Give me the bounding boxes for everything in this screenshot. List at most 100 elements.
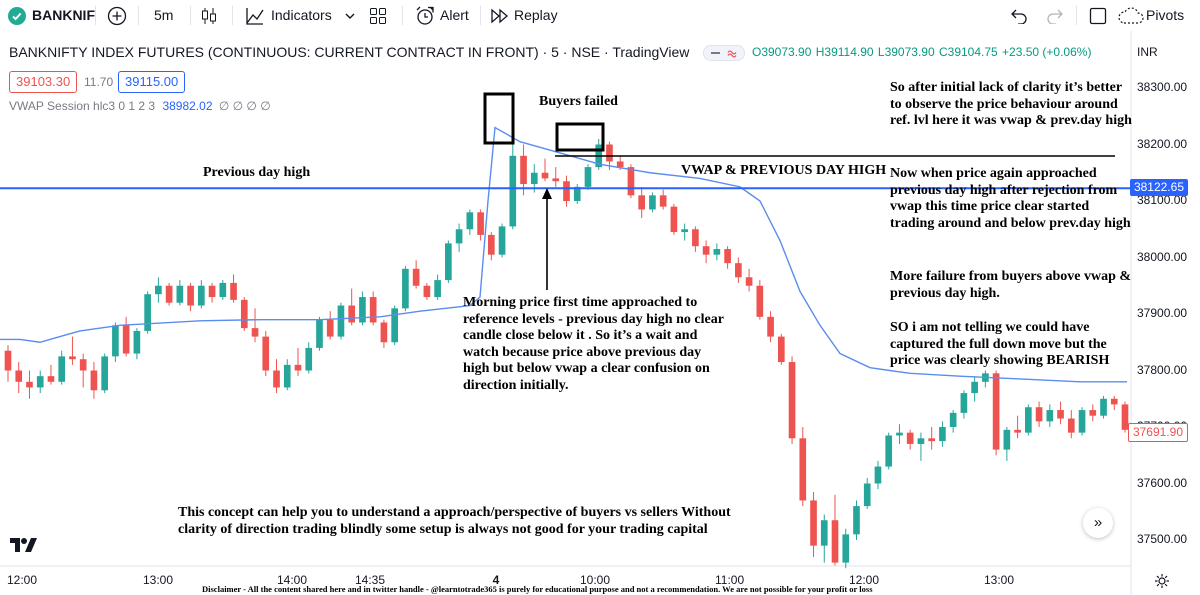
candle-up bbox=[445, 243, 452, 281]
candle-up bbox=[939, 427, 946, 442]
candle-down bbox=[262, 336, 270, 371]
currency-label[interactable]: INR bbox=[1137, 45, 1158, 59]
candle-up bbox=[713, 249, 721, 255]
candle-down bbox=[69, 356, 76, 360]
candle-up bbox=[820, 520, 828, 546]
toolbar-divider bbox=[232, 6, 233, 25]
candle-down bbox=[692, 229, 699, 247]
candle-up bbox=[853, 506, 860, 535]
alert-button[interactable]: Alert bbox=[440, 7, 469, 23]
alarm-clock-icon[interactable] bbox=[414, 5, 436, 32]
candle-down bbox=[26, 381, 33, 388]
status-toggle-icon[interactable] bbox=[703, 45, 745, 61]
candle-down bbox=[187, 285, 194, 306]
x-tick-label: 13:00 bbox=[143, 573, 174, 587]
undo-icon[interactable] bbox=[1010, 8, 1028, 29]
candle-up bbox=[842, 534, 850, 563]
symbol-search[interactable]: BANKNIF bbox=[32, 7, 95, 23]
candle-down bbox=[369, 297, 377, 323]
pivots-label[interactable]: Pivots bbox=[1146, 7, 1185, 23]
candle-down bbox=[627, 167, 635, 196]
candle-down bbox=[208, 285, 216, 298]
x-tick-label: 12:00 bbox=[849, 573, 880, 587]
candle-down bbox=[412, 268, 420, 286]
candle-up bbox=[144, 294, 151, 331]
candle-down bbox=[563, 181, 570, 201]
candle-down bbox=[1110, 398, 1118, 405]
y-tick-label: 37800.00 bbox=[1137, 362, 1188, 377]
candle-down bbox=[799, 438, 807, 501]
scroll-to-realtime-button[interactable]: » bbox=[1083, 508, 1113, 538]
candle-up bbox=[219, 282, 227, 298]
candle-up bbox=[584, 167, 592, 187]
y-tick-label: 38200.00 bbox=[1137, 136, 1188, 151]
ohlc-open: O39073.90 bbox=[752, 45, 812, 59]
candle-down bbox=[1014, 429, 1021, 433]
candle-up bbox=[101, 356, 108, 391]
candle-up bbox=[874, 466, 882, 484]
candle-down bbox=[251, 328, 259, 337]
candle-down bbox=[15, 370, 23, 382]
spread-value: 11.70 bbox=[84, 75, 114, 89]
candle-down bbox=[90, 370, 98, 391]
tradingview-logo-icon[interactable] bbox=[8, 7, 26, 30]
candle-down bbox=[122, 325, 130, 354]
arrow-head bbox=[542, 188, 552, 199]
indicators-button[interactable]: Indicators bbox=[271, 7, 332, 23]
candle-down bbox=[294, 364, 302, 371]
vwap-legend-empty: ∅ ∅ ∅ ∅ bbox=[218, 99, 271, 113]
candle-up bbox=[391, 308, 398, 343]
cloud-icon[interactable] bbox=[1118, 7, 1144, 30]
candle-up bbox=[466, 212, 474, 230]
interval-button[interactable]: 5m bbox=[154, 7, 174, 23]
candle-down bbox=[423, 285, 431, 298]
tradingview-watermark-icon[interactable] bbox=[9, 534, 39, 556]
candle-down bbox=[702, 246, 710, 255]
buy-price-box[interactable]: 39115.00 bbox=[118, 71, 186, 93]
candle-style-icon[interactable] bbox=[200, 6, 218, 31]
ohlc-close: C39104.75 bbox=[938, 45, 998, 59]
candle-down bbox=[1057, 410, 1064, 419]
candle-down bbox=[1121, 404, 1129, 430]
candle-up bbox=[971, 381, 978, 394]
candle-down bbox=[1089, 410, 1097, 416]
rectangle-icon[interactable] bbox=[1088, 6, 1108, 31]
annotation-morning: Morning price first time approached to r… bbox=[463, 295, 724, 393]
candle-down bbox=[240, 299, 248, 329]
x-tick-label: 4 bbox=[492, 573, 500, 587]
sell-price-box[interactable]: 39103.30 bbox=[9, 71, 78, 93]
layout-grid-icon[interactable] bbox=[368, 6, 388, 31]
indicators-icon[interactable] bbox=[245, 6, 265, 31]
replay-icon[interactable] bbox=[490, 6, 510, 31]
price-chart[interactable] bbox=[0, 31, 1200, 595]
compare-plus-icon[interactable] bbox=[107, 6, 127, 31]
last-price-tag: 37691.90 bbox=[1127, 422, 1188, 442]
candle-down bbox=[326, 319, 334, 337]
annotation-right-2: Now when price again approached previous… bbox=[890, 166, 1131, 231]
redo-icon[interactable] bbox=[1046, 8, 1064, 29]
candle-down bbox=[735, 263, 742, 278]
x-tick-label: 13:00 bbox=[984, 573, 1015, 587]
ohlc-change: +23.50 (+0.06%) bbox=[1002, 45, 1092, 59]
candle-up bbox=[155, 285, 162, 295]
vwap-legend-value: 38982.02 bbox=[162, 99, 213, 113]
chevron-down-icon[interactable] bbox=[344, 9, 356, 27]
settings-gear-icon[interactable] bbox=[1154, 573, 1170, 589]
disclaimer: Disclaimer - All the content shared here… bbox=[202, 584, 873, 594]
x-tick-label: 14:00 bbox=[277, 573, 308, 587]
candle-up bbox=[434, 280, 441, 298]
candle-up bbox=[509, 155, 517, 227]
replay-button[interactable]: Replay bbox=[514, 7, 558, 23]
candle-up bbox=[573, 186, 581, 201]
y-tick-label: 38300.00 bbox=[1137, 80, 1188, 94]
candle-up bbox=[455, 229, 463, 244]
y-tick-label: 38100.00 bbox=[1137, 193, 1188, 207]
candle-down bbox=[380, 322, 388, 343]
candle-up bbox=[1078, 410, 1086, 433]
candle-up bbox=[36, 376, 44, 388]
toolbar-divider bbox=[1076, 6, 1077, 25]
candle-up bbox=[305, 347, 313, 371]
candle-up bbox=[1046, 410, 1054, 422]
candle-down bbox=[273, 370, 280, 388]
candle-down bbox=[670, 206, 678, 233]
